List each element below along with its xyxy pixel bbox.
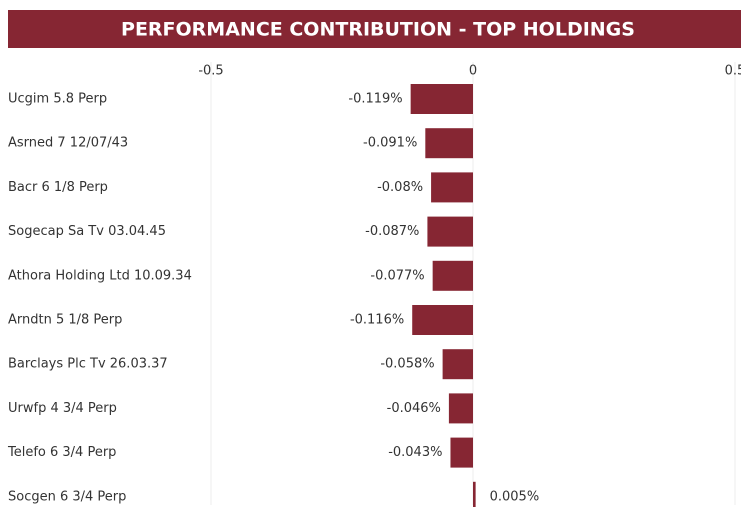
category-label: Barclays Plc Tv 26.03.37 — [8, 357, 168, 372]
bar — [412, 305, 473, 335]
bar — [442, 349, 473, 380]
data-label: 0.005% — [490, 489, 540, 504]
category-label: Ucgim 5.8 Perp — [8, 92, 107, 107]
category-label: Bacr 6 1/8 Perp — [8, 180, 108, 195]
bar — [410, 84, 473, 114]
bar — [427, 216, 473, 247]
category-label: Athora Holding Ltd 10.09.34 — [8, 268, 192, 283]
data-label: -0.046% — [387, 401, 441, 416]
data-label: -0.08% — [377, 180, 423, 195]
data-label: -0.077% — [370, 268, 424, 283]
category-label: Socgen 6 3/4 Perp — [8, 489, 126, 504]
bar — [432, 260, 473, 291]
category-label: Urwfp 4 3/4 Perp — [8, 401, 117, 416]
bar — [448, 393, 473, 424]
data-label: -0.058% — [380, 357, 434, 372]
data-label: -0.119% — [348, 92, 402, 107]
category-label: Arndtn 5 1/8 Perp — [8, 313, 122, 328]
chart-title: PERFORMANCE CONTRIBUTION - TOP HOLDINGS — [121, 19, 635, 41]
data-label: -0.043% — [388, 445, 442, 460]
title-banner — [8, 10, 741, 48]
data-label: -0.116% — [350, 313, 404, 328]
bar — [473, 481, 476, 507]
bar — [425, 128, 473, 159]
category-label: Asrned 7 12/07/43 — [8, 136, 128, 151]
data-label: -0.087% — [365, 224, 419, 239]
x-tick-label: 0.5 — [725, 64, 741, 79]
category-label: Telefo 6 3/4 Perp — [7, 445, 116, 460]
category-label: Sogecap Sa Tv 03.04.45 — [8, 224, 166, 239]
bar — [431, 172, 473, 203]
x-tick-label: 0 — [469, 64, 477, 79]
bar — [450, 437, 473, 468]
data-label: -0.091% — [363, 136, 417, 151]
x-tick-label: -0.5 — [198, 64, 223, 79]
